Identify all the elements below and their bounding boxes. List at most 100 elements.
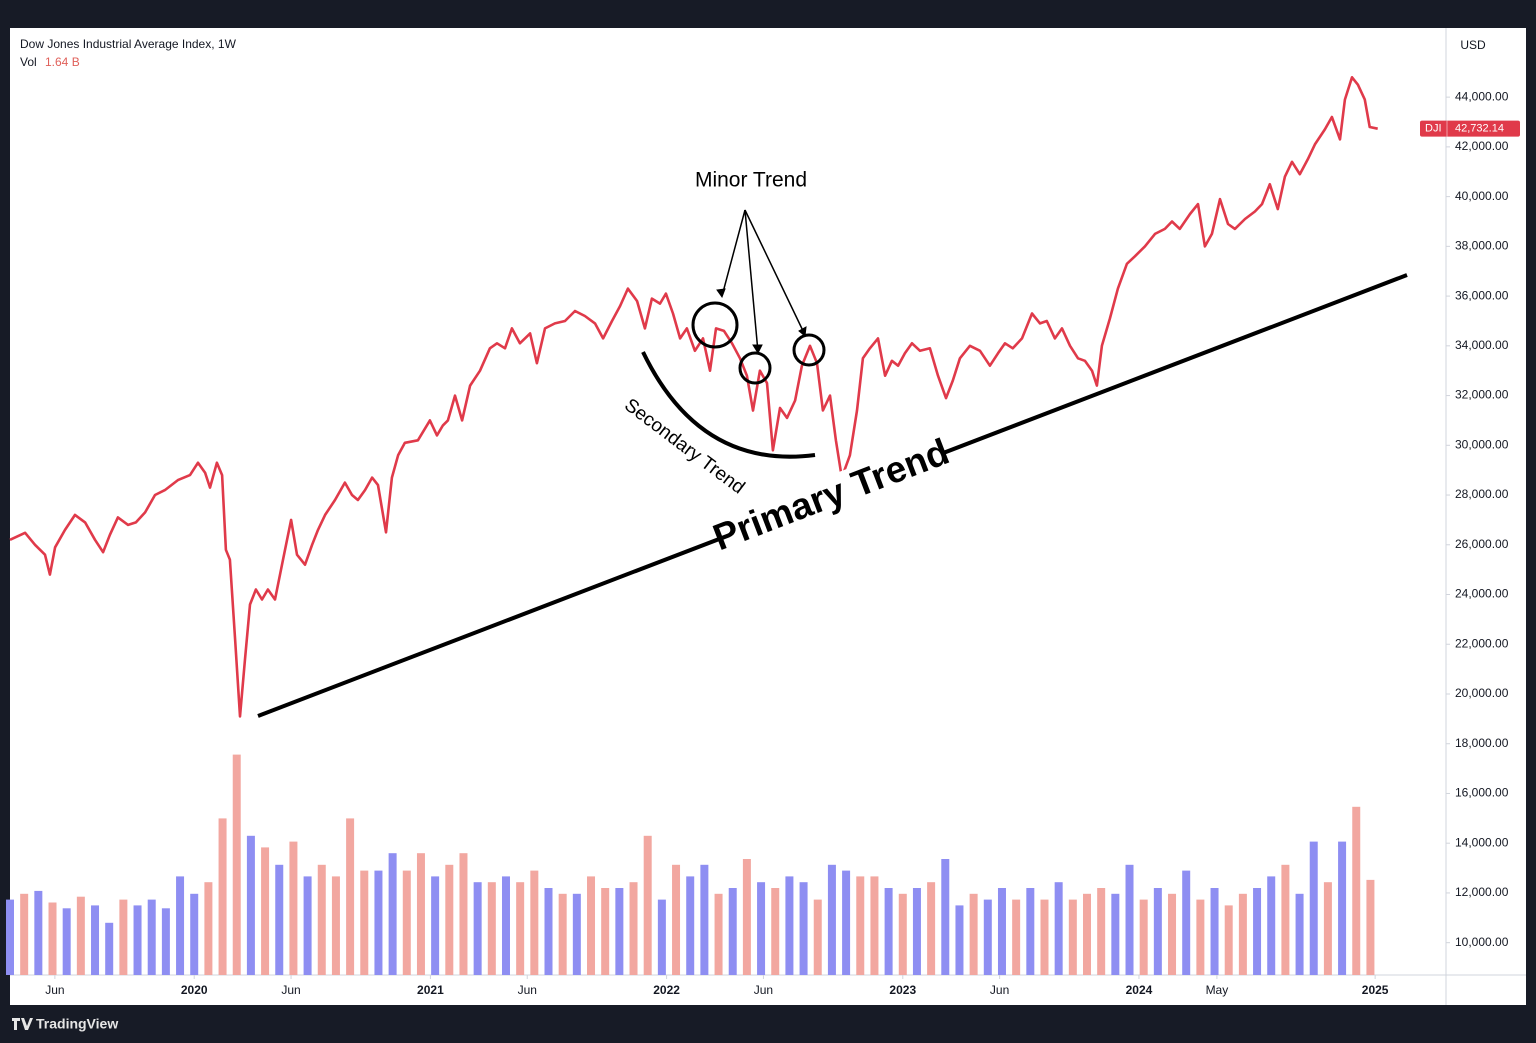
volume-bar — [1182, 870, 1191, 975]
brand: TradingView — [36, 1016, 118, 1032]
volume-bar — [331, 876, 340, 975]
arrow-heads — [716, 288, 807, 355]
volume-bar — [275, 864, 284, 975]
volume-layer — [6, 754, 1375, 975]
volume-bar — [884, 888, 893, 975]
volume-bar — [360, 870, 369, 975]
volume-bar — [147, 899, 156, 975]
y-tick-label: 28,000.00 — [1455, 487, 1509, 501]
volume-bar — [1139, 899, 1148, 975]
volume-bar — [34, 890, 43, 975]
y-tick-label: 24,000.00 — [1455, 587, 1509, 601]
minor-circle — [792, 333, 826, 367]
volume-bar — [1309, 841, 1318, 975]
volume-bar — [742, 859, 751, 975]
volume-bar — [20, 893, 29, 975]
volume-bar — [799, 882, 808, 975]
last-price-badge: DJI 42,732.14 — [1420, 120, 1520, 137]
x-tick-label: Jun — [754, 983, 773, 997]
y-tick-label: 44,000.00 — [1455, 89, 1509, 103]
volume-bar — [955, 905, 964, 975]
volume-bar — [1111, 893, 1120, 975]
volume-bar — [813, 899, 822, 975]
volume-bar — [161, 908, 170, 975]
volume-bar — [374, 870, 383, 975]
volume-bar — [91, 905, 100, 975]
volume-bar — [615, 888, 624, 975]
volume-bar — [530, 870, 539, 975]
volume-bar — [516, 882, 525, 975]
y-tick-label: 42,000.00 — [1455, 139, 1509, 153]
volume-bar — [1295, 893, 1304, 975]
volume-bar — [1026, 888, 1035, 975]
y-tick-label: 22,000.00 — [1455, 636, 1509, 650]
volume-bar — [317, 864, 326, 975]
volume-bar — [1097, 888, 1106, 975]
volume-bar — [1168, 893, 1177, 975]
volume-bar — [657, 899, 666, 975]
footer: TradingView — [12, 1016, 118, 1032]
volume-bar — [1040, 899, 1049, 975]
volume-bar — [629, 882, 638, 975]
volume-bar — [672, 864, 681, 975]
volume-bar — [1153, 888, 1162, 975]
volume-bar — [246, 835, 255, 975]
volume-bar — [1054, 882, 1063, 975]
volume-bar — [700, 864, 709, 975]
volume-bar — [402, 870, 411, 975]
minor-circle — [691, 301, 739, 349]
y-tick-label: 16,000.00 — [1455, 786, 1509, 800]
volume-bar — [1125, 864, 1134, 975]
volume-bar — [346, 818, 355, 975]
volume-bar — [1068, 899, 1077, 975]
volume-bar — [643, 835, 652, 975]
y-tick-label: 30,000.00 — [1455, 437, 1509, 451]
volume-bar — [459, 853, 468, 975]
x-tick-label: 2021 — [417, 983, 444, 997]
volume-bar — [1210, 888, 1219, 975]
volume-bar — [1238, 893, 1247, 975]
volume-label: Vol — [20, 55, 37, 69]
volume-bar — [898, 893, 907, 975]
volume-bar — [686, 876, 695, 975]
volume-bar — [473, 882, 482, 975]
y-tick-label: 26,000.00 — [1455, 537, 1509, 551]
x-tick-label: May — [1206, 983, 1229, 997]
x-tick-label: 2025 — [1362, 983, 1389, 997]
volume-bar — [48, 902, 57, 975]
x-tick-label: 2024 — [1126, 983, 1153, 997]
x-tick-label: 2022 — [653, 983, 680, 997]
badge-value: 42,732.14 — [1455, 123, 1504, 135]
y-tick-label: 32,000.00 — [1455, 388, 1509, 402]
volume-bar — [941, 859, 950, 975]
volume-bar — [785, 876, 794, 975]
x-tick-label: Jun — [281, 983, 300, 997]
volume-bar — [119, 899, 128, 975]
volume-bar — [190, 893, 199, 975]
volume-bar — [856, 876, 865, 975]
primary-label-bg — [712, 434, 952, 558]
volume-bar — [757, 882, 766, 975]
volume-bar — [572, 893, 581, 975]
volume-bar — [62, 908, 71, 975]
x-tick-label: Jun — [45, 983, 64, 997]
volume-bar — [1323, 882, 1332, 975]
x-tick-label: 2020 — [181, 983, 208, 997]
x-tick-label: Jun — [990, 983, 1009, 997]
volume-bar — [714, 893, 723, 975]
volume-bar — [501, 876, 510, 975]
volume-bar — [1267, 876, 1276, 975]
volume-bar — [1196, 899, 1205, 975]
y-tick-label: 10,000.00 — [1455, 935, 1509, 949]
x-tick-label: Jun — [518, 983, 537, 997]
chart-title: Dow Jones Industrial Average Index, 1W — [20, 37, 237, 51]
volume-bar — [969, 893, 978, 975]
badge-symbol: DJI — [1425, 123, 1442, 135]
volume-bar — [927, 882, 936, 975]
minor-circle — [738, 351, 772, 385]
volume-value: 1.64 B — [45, 55, 80, 69]
volume-bar — [587, 876, 596, 975]
volume-bar — [105, 922, 114, 975]
volume-bar — [842, 870, 851, 975]
